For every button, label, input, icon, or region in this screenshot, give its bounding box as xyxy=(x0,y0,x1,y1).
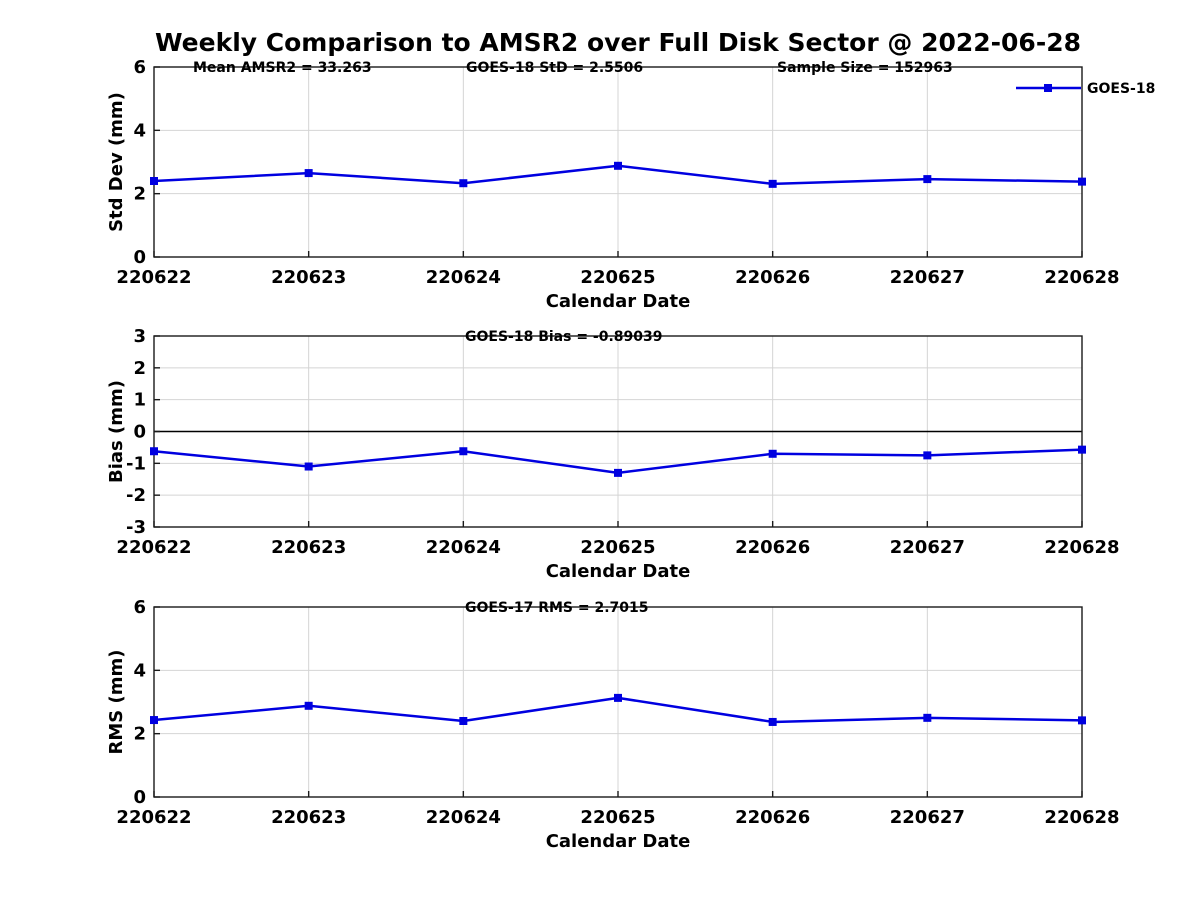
x-tick-label: 220622 xyxy=(116,267,191,288)
chart-std-dev: 0 2 4 6 220622 220623 220624 220625 220626 220627… xyxy=(106,57,1155,312)
x-tick-label: 220627 xyxy=(890,537,965,558)
x-tick-label: 220628 xyxy=(1044,807,1119,828)
y-tick-label: 2 xyxy=(133,724,146,745)
y-axis-label: Std Dev (mm) xyxy=(106,92,127,232)
y-tick-label: 3 xyxy=(133,326,146,347)
data-point-marker xyxy=(150,716,158,725)
figure-title: Weekly Comparison to AMSR2 over Full Dis… xyxy=(154,28,1081,57)
x-axis-label: Calendar Date xyxy=(546,561,691,582)
data-point-marker xyxy=(304,169,313,178)
chart-rms: 0 2 4 6 220622 220623 220624 220625 220626 220627… xyxy=(106,597,1120,852)
y-tick-label: 2 xyxy=(133,358,146,379)
y-axis-label: Bias (mm) xyxy=(106,380,127,483)
annotation-text: GOES-18 StD = 2.5506 xyxy=(466,60,643,76)
data-point-marker xyxy=(614,161,622,170)
x-tick-label: 220622 xyxy=(116,537,191,558)
y-tick-label: -2 xyxy=(126,485,146,506)
data-point-marker xyxy=(923,175,932,184)
x-tick-label: 220624 xyxy=(426,807,501,828)
data-point-marker xyxy=(923,713,932,722)
x-tick-label: 220626 xyxy=(735,267,810,288)
y-tick-label: 4 xyxy=(133,120,146,141)
y-axis-label: RMS (mm) xyxy=(106,650,127,755)
data-point-marker xyxy=(459,447,468,456)
y-tick-label: 0 xyxy=(133,422,146,443)
x-axis-label: Calendar Date xyxy=(546,291,691,312)
y-tick-label: 1 xyxy=(133,390,146,411)
annotation-text: Mean AMSR2 = 33.263 xyxy=(193,60,372,76)
x-tick-label: 220623 xyxy=(271,807,346,828)
data-point-marker xyxy=(768,179,777,188)
x-tick-label: 220623 xyxy=(271,267,346,288)
x-tick-label: 220622 xyxy=(116,807,191,828)
annotation-text: GOES-17 RMS = 2.7015 xyxy=(465,600,649,616)
y-tick-label: 2 xyxy=(133,184,146,205)
x-tick-label: 220627 xyxy=(890,807,965,828)
data-point-marker xyxy=(923,451,932,460)
y-tick-label: 0 xyxy=(133,247,146,268)
data-point-marker xyxy=(1078,445,1086,454)
x-tick-label: 220626 xyxy=(735,807,810,828)
data-point-marker xyxy=(459,179,468,188)
x-tick-label: 220628 xyxy=(1044,537,1119,558)
annotation-text: Sample Size = 152963 xyxy=(777,60,953,76)
data-point-marker xyxy=(150,177,158,185)
data-point-marker xyxy=(768,717,777,726)
data-point-marker xyxy=(304,701,313,710)
x-tick-label: 220628 xyxy=(1044,267,1119,288)
data-point-marker xyxy=(614,468,622,477)
y-tick-label: 0 xyxy=(133,787,146,808)
y-tick-label: 4 xyxy=(133,660,146,681)
y-tick-label: 6 xyxy=(133,57,146,78)
x-tick-label: 220625 xyxy=(580,807,655,828)
data-point-marker xyxy=(1078,716,1086,725)
data-point-marker xyxy=(459,717,468,725)
data-point-marker xyxy=(768,449,777,458)
legend-marker xyxy=(1044,84,1052,92)
x-tick-label: 220626 xyxy=(735,537,810,558)
chart-bias: -3 -2 -1 0 1 2 3 220622 220623 220624 220625 220626… xyxy=(106,326,1120,582)
legend-label: GOES-18 xyxy=(1087,81,1155,97)
x-tick-label: 220624 xyxy=(426,267,501,288)
data-point-marker xyxy=(1078,177,1086,186)
x-tick-label: 220627 xyxy=(890,267,965,288)
data-point-marker xyxy=(150,447,158,456)
y-tick-label: -1 xyxy=(126,453,146,474)
x-axis-label: Calendar Date xyxy=(546,831,691,852)
legend: GOES-18 xyxy=(1016,81,1155,97)
annotation-text: GOES-18 Bias = -0.89039 xyxy=(465,329,663,345)
y-tick-label: 6 xyxy=(133,597,146,618)
x-tick-label: 220625 xyxy=(580,267,655,288)
x-tick-label: 220625 xyxy=(580,537,655,558)
y-tick-label: -3 xyxy=(126,517,146,538)
data-point-marker xyxy=(614,693,622,702)
data-point-marker xyxy=(304,462,313,471)
x-tick-label: 220623 xyxy=(271,537,346,558)
x-tick-label: 220624 xyxy=(426,537,501,558)
